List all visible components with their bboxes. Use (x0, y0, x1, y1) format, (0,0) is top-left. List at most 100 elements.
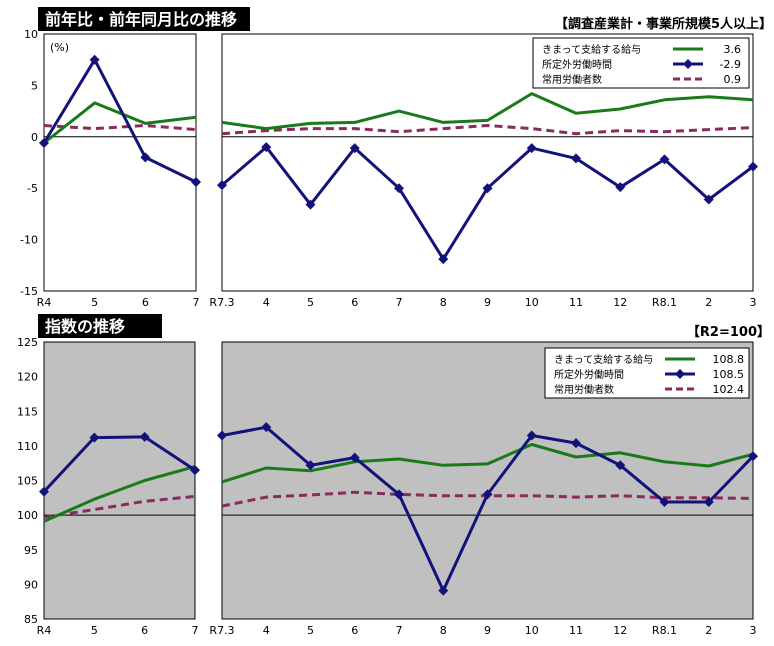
index-annual-y-tick-label: 105 (17, 475, 38, 488)
yoy-annual-plot-area (43, 33, 197, 292)
index-monthly-chart: R7.3 4 5 6 7 8 9 10 11 12 R8.1 2 3 (209, 422, 758, 637)
yoy-annual-hours-point (89, 54, 100, 65)
index-annual-hours-line (42, 435, 196, 493)
yoy-annual-y-tick-label: 0 (31, 131, 38, 144)
index-legend-employees-value: 102.4 (713, 383, 745, 396)
yoy-legend: きまって支給する給与 所定外労働時間 常用労働者数 3.6 -2.9 0.9 (532, 37, 750, 89)
yoy-monthly-hours-point (217, 180, 227, 191)
yoy-monthly-hours-point (526, 143, 537, 154)
yoy-annual-y-tick-label: 5 (31, 79, 38, 92)
yoy-monthly-hours-point (438, 254, 449, 265)
index-annual-wages-line (43, 465, 196, 523)
index-annual-x-tick-label: R4 (37, 624, 52, 637)
yoy-monthly-hours-point (571, 153, 581, 164)
index-monthly-hours-point (349, 452, 360, 463)
yoy-monthly-x-tick-label: 5 (307, 296, 314, 309)
yoy-monthly-hours-point (305, 199, 316, 210)
index-monthly-x-tick-label: 2 (705, 624, 712, 637)
index-monthly-hours-point (659, 496, 670, 507)
index-legend-hours-marker (675, 369, 685, 379)
yoy-monthly-x-tick-label: 4 (263, 296, 270, 309)
index-annual-y-tick-label: 115 (17, 405, 38, 418)
index-monthly-x-tick-label: 7 (396, 624, 403, 637)
yoy-annual-hours-line (42, 58, 197, 184)
index-annual-y-tick-label: 125 (17, 336, 38, 349)
index-legend-hours-value: 108.5 (713, 368, 745, 381)
yoy-legend-box (532, 37, 750, 89)
index-annual-y-tick-label: 100 (17, 509, 38, 522)
yoy-monthly-employees-line (221, 124, 754, 136)
index-monthly-x-tick-label: 4 (263, 624, 270, 637)
index-monthly-wages-line (221, 443, 754, 484)
index-legend-wages-value: 108.8 (713, 353, 745, 366)
yoy-monthly-x-tick-label: R7.3 (209, 296, 234, 309)
yoy-annual-x-tick-label: R4 (37, 296, 52, 309)
yoy-annual-chart: -15 -10 -5 0 5 10 R4 5 6 7 (20, 28, 201, 309)
yoy-monthly-x-tick-label: 3 (750, 296, 757, 309)
yoy-monthly-x-tick-label: 2 (705, 296, 712, 309)
index-monthly-x-tick-label: 6 (351, 624, 358, 637)
index-base-note: 【R2=100】 (687, 324, 770, 340)
index-monthly-hours-point (482, 489, 493, 500)
index-annual-chart: 85 90 95 100 105 110 115 120 125 R4 5 6 7 (17, 336, 200, 637)
yoy-monthly-x-tick-label: 10 (525, 296, 539, 309)
index-monthly-hours-point (438, 585, 449, 596)
index-annual-y-tick-label: 85 (24, 613, 38, 626)
yoy-monthly-hours-point (703, 194, 714, 205)
index-monthly-x-tick-label: 8 (440, 624, 447, 637)
yoy-annual-hours-point (191, 177, 201, 188)
index-annual-y-tick-label: 95 (24, 544, 38, 557)
index-annual-y-tick-label: 110 (17, 440, 38, 453)
yoy-monthly-x-tick-label: 6 (351, 296, 358, 309)
index-title: 指数の推移 (45, 317, 125, 336)
yoy-annual-wages-line (43, 101, 197, 145)
index-annual-hours-point (139, 431, 150, 442)
yoy-monthly-hours-point (659, 154, 670, 165)
index-monthly-x-tick-label: 12 (613, 624, 627, 637)
yoy-monthly-hours-point (261, 142, 272, 153)
yoy-monthly-hours-point (748, 161, 758, 172)
yoy-monthly-wages-line (221, 92, 754, 131)
yoy-monthly-x-tick-label: 11 (569, 296, 583, 309)
yoy-annual-x-tick-label: 5 (91, 296, 98, 309)
index-legend: きまって支給する給与 所定外労働時間 常用労働者数 108.8 108.5 10… (544, 347, 750, 399)
index-monthly-x-tick-label: 10 (525, 624, 539, 637)
index-monthly-hours-point (305, 460, 316, 471)
yoy-monthly-hours-point (394, 183, 404, 194)
yoy-legend-employees-value: 0.9 (724, 73, 742, 86)
index-monthly-x-tick-label: 5 (307, 624, 314, 637)
index-monthly-x-tick-label: R8.1 (652, 624, 677, 637)
yoy-scope-note: 【調査産業計・事業所規模5人以上】 (555, 16, 772, 32)
index-annual-y-tick-label: 90 (24, 578, 38, 591)
yoy-monthly-x-tick-label: R8.1 (652, 296, 677, 309)
yoy-legend-hours-value: -2.9 (720, 58, 741, 71)
index-annual-x-tick-label: 7 (192, 624, 199, 637)
index-monthly-x-tick-label: 9 (484, 624, 491, 637)
index-annual-hours-point (190, 465, 200, 476)
index-monthly-x-tick-label: 11 (569, 624, 583, 637)
index-annual-hours-point (89, 432, 100, 443)
yoy-monthly-x-tick-label: 12 (613, 296, 627, 309)
index-title-background (38, 314, 162, 338)
yoy-annual-x-tick-label: 7 (193, 296, 200, 309)
index-annual-x-tick-label: 5 (91, 624, 98, 637)
index-monthly-hours-point (571, 438, 581, 449)
yoy-annual-y-tick-label: -15 (20, 285, 38, 298)
index-legend-employees-label: 常用労働者数 (554, 383, 614, 396)
index-annual-plot-area (43, 341, 196, 620)
yoy-annual-x-tick-label: 6 (142, 296, 149, 309)
yoy-annual-hours-point (39, 137, 49, 148)
yoy-legend-employees-label: 常用労働者数 (542, 73, 602, 86)
yoy-title: 前年比・前年同月比の推移 (45, 10, 237, 29)
index-monthly-hours-point (748, 451, 758, 462)
yoy-legend-hours-label: 所定外労働時間 (542, 58, 612, 71)
index-monthly-hours-point (526, 430, 537, 441)
yoy-annual-y-tick-label: -5 (27, 182, 38, 195)
yoy-legend-wages-label: きまって支給する給与 (542, 43, 641, 56)
index-annual-y-tick-label: 120 (17, 371, 38, 384)
yoy-monthly-chart: R7.3 4 5 6 7 8 9 10 11 12 R8.1 2 3 (209, 92, 758, 309)
yoy-unit-label: (%) (50, 41, 69, 54)
yoy-monthly-x-tick-label: 7 (396, 296, 403, 309)
yoy-monthly-hours-point (482, 183, 493, 194)
